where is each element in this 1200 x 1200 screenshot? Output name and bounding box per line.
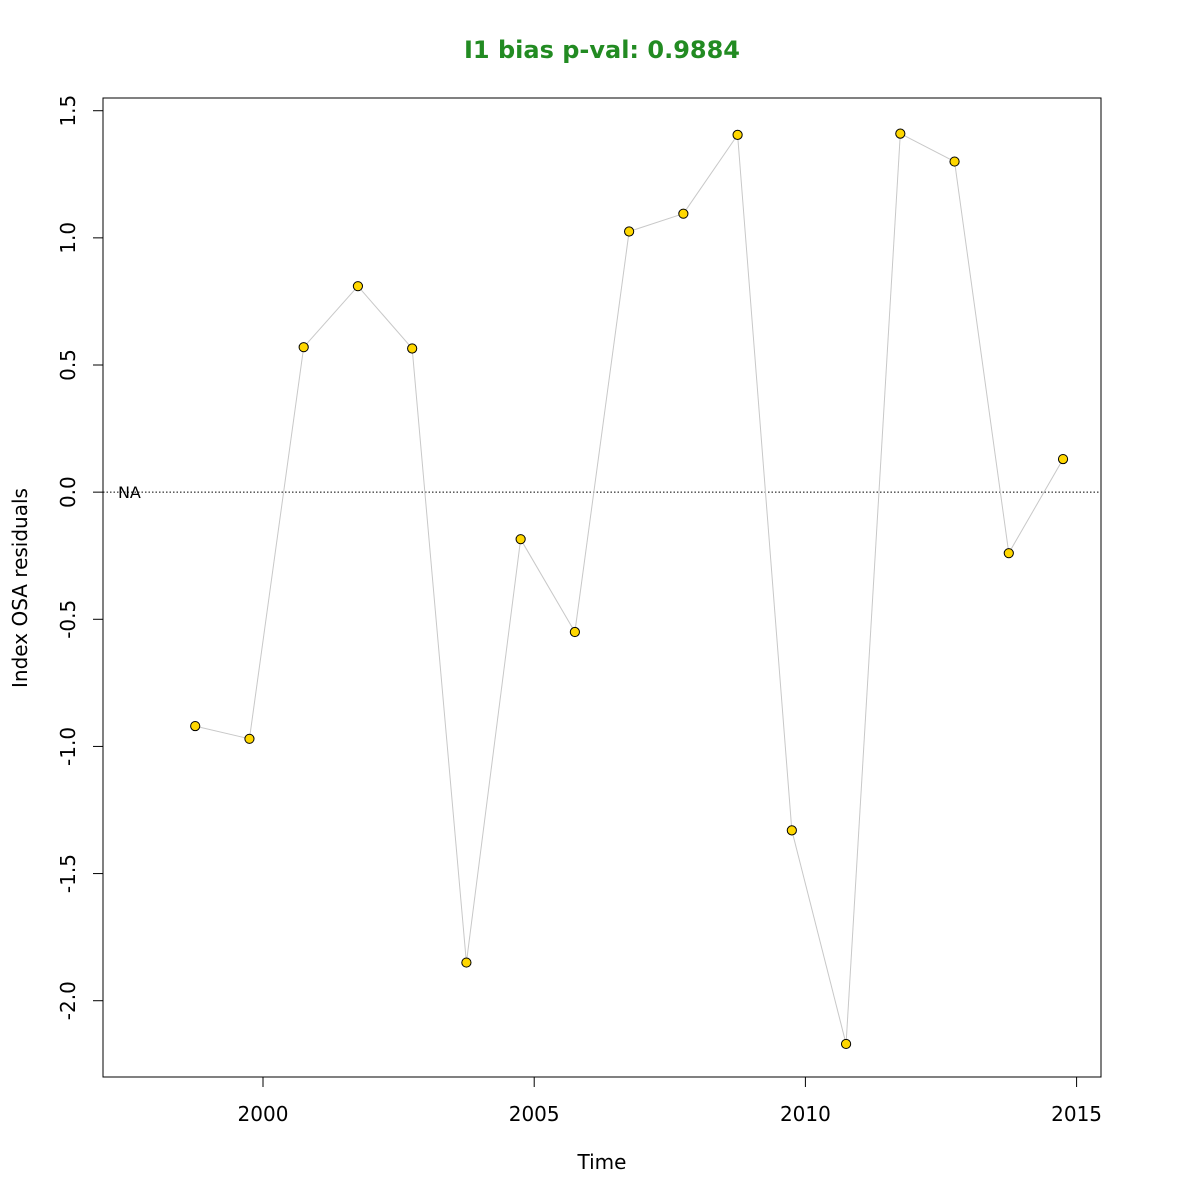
data-point [624, 226, 635, 237]
chart-title: I1 bias p-val: 0.9884 [464, 36, 740, 64]
y-tick-label: 0.0 [56, 476, 80, 508]
x-axis-label: Time [577, 1150, 627, 1174]
data-point [461, 957, 472, 968]
series-line-segment [628, 213, 684, 232]
y-tick-label: -2.0 [56, 981, 80, 1020]
series-line-segment [357, 285, 413, 349]
series-line-segment [1008, 458, 1064, 554]
y-tick-label: 1.0 [56, 222, 80, 254]
data-point [786, 825, 797, 836]
x-axis: 2000 2005 2010 2015 [238, 1076, 1102, 1126]
data-point [1057, 453, 1069, 465]
series-line-segment [791, 830, 847, 1045]
data-point [1003, 548, 1014, 559]
x-tick-label: 2005 [509, 1102, 560, 1126]
series-line-segment [845, 133, 901, 1044]
data-point [569, 626, 580, 638]
series-line-segment [303, 285, 359, 348]
series-line-segment [574, 231, 630, 633]
x-tick-label: 2015 [1051, 1102, 1102, 1126]
x-tick-label: 2010 [780, 1102, 831, 1126]
plot-frame [102, 97, 1102, 1078]
series-line [195, 133, 1064, 1045]
series-line-segment [900, 133, 955, 163]
x-tick-label: 2000 [238, 1102, 289, 1126]
data-point [298, 342, 309, 353]
series-line-segment [195, 725, 250, 740]
data-point [949, 156, 960, 167]
data-point [732, 129, 743, 140]
data-point [840, 1038, 852, 1050]
y-tick-label: -1.5 [56, 854, 80, 893]
y-tick-label: 1.5 [56, 95, 80, 127]
y-axis: -2.0 -1.5 -1.0 -0.5 0.0 0.5 1.0 1.5 [56, 95, 104, 1020]
data-point [678, 208, 689, 219]
series-points [190, 128, 1069, 1050]
series-line-segment [737, 134, 793, 831]
y-tick-label: -0.5 [56, 600, 80, 639]
data-point [352, 281, 364, 292]
y-tick-label: 0.5 [56, 349, 80, 381]
data-point [190, 720, 201, 732]
series-line-segment [954, 161, 1010, 554]
data-point [515, 534, 526, 545]
data-point [244, 733, 255, 744]
data-point [407, 343, 418, 354]
series-line-segment [465, 539, 522, 963]
series-line-segment [248, 347, 305, 739]
na-annotation: NA [118, 483, 141, 502]
series-line-segment [682, 134, 739, 214]
data-point [895, 128, 906, 139]
y-tick-label: -1.0 [56, 727, 80, 766]
series-line-segment [411, 348, 467, 963]
y-axis-label: Index OSA residuals [8, 488, 32, 688]
series-line-segment [520, 538, 576, 633]
